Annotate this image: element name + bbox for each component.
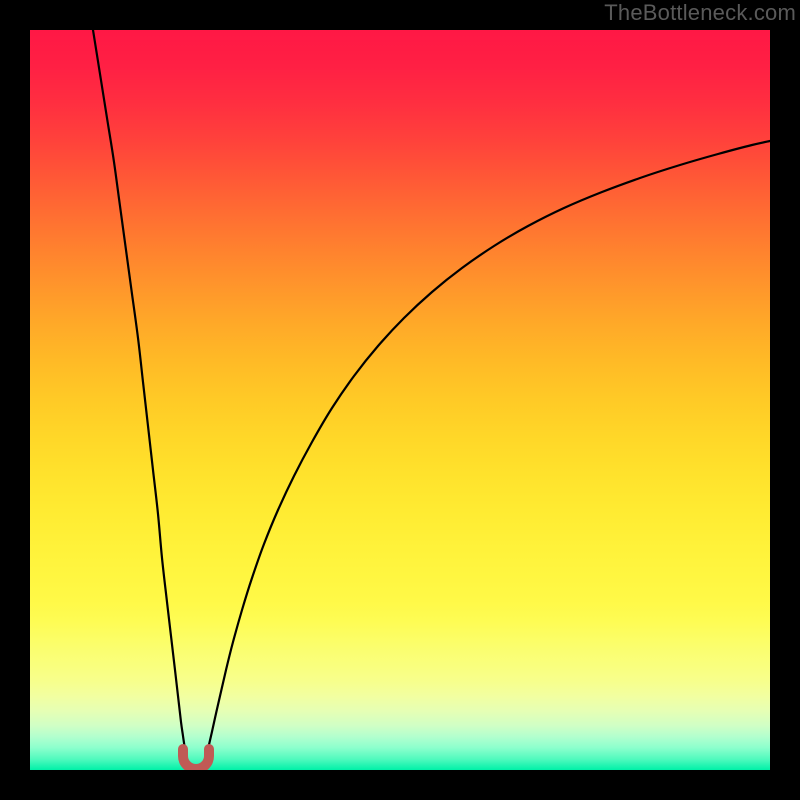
plot-area — [30, 30, 770, 770]
optimum-marker — [30, 30, 770, 770]
watermark-text: TheBottleneck.com — [604, 0, 796, 26]
